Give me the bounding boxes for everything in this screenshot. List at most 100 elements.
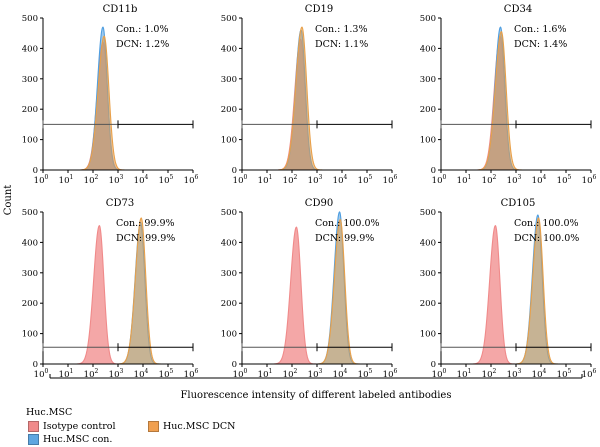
histogram-huc-msc-dcn-cd105 bbox=[516, 218, 562, 364]
histogram-huc-msc-dcn-cd73 bbox=[118, 218, 164, 364]
x-tick-label-cd73-5: 105 bbox=[159, 368, 174, 380]
histogram-isotype-control-cd73 bbox=[76, 225, 122, 364]
x-tick-label-cd105-6: 106 bbox=[582, 368, 597, 380]
x-tick-label-cd90-3: 103 bbox=[308, 368, 323, 380]
x-tick-label-cd34-1: 101 bbox=[457, 174, 472, 186]
legend-swatch-huc-msc-con bbox=[28, 434, 39, 445]
annotation-cd73-1: DCN: 99.9% bbox=[116, 233, 175, 244]
y-tick-label-cd34-400: 400 bbox=[420, 44, 436, 54]
x-tick-label-cd105-1: 101 bbox=[457, 368, 472, 380]
y-tick-label-cd11b-0: 0 bbox=[33, 166, 38, 176]
x-tick-label-cd73-4: 104 bbox=[134, 368, 149, 380]
x-tick-label-cd90-6: 106 bbox=[383, 368, 398, 380]
legend-swatch-isotype-control bbox=[28, 421, 39, 432]
histogram-isotype-control-cd90 bbox=[273, 227, 319, 364]
annotation-cd90-1: DCN: 99.9% bbox=[315, 233, 374, 244]
x-tick-label-cd73-3: 103 bbox=[109, 368, 124, 380]
y-tick-label-cd19-100: 100 bbox=[221, 136, 237, 146]
x-tick-label-cd90-1: 101 bbox=[258, 368, 273, 380]
y-tick-label-cd105-0: 0 bbox=[431, 360, 436, 370]
x-tick-label-cd34-0: 100 bbox=[432, 174, 447, 186]
y-tick-label-cd105-100: 100 bbox=[420, 330, 436, 340]
histogram-huc-msc-dcn-cd34 bbox=[477, 31, 525, 171]
x-tick-label-cd11b-3: 103 bbox=[109, 174, 124, 186]
x-tick-label-cd19-1: 101 bbox=[258, 174, 273, 186]
histogram-isotype-control-cd105 bbox=[472, 225, 518, 364]
y-tick-label-cd90-100: 100 bbox=[221, 330, 237, 340]
y-tick-label-cd105-500: 500 bbox=[420, 208, 436, 218]
x-tick-label-cd34-2: 102 bbox=[482, 174, 497, 186]
histogram-outline-isotype-control-cd105 bbox=[472, 224, 518, 365]
x-tick-label-cd19-0: 100 bbox=[233, 174, 248, 186]
x-tick-label-cd34-5: 105 bbox=[557, 174, 572, 186]
annotation-cd34-1: DCN: 1.4% bbox=[514, 39, 567, 50]
panel-title-cd90: CD90 bbox=[305, 198, 333, 209]
panel-title-cd34: CD34 bbox=[504, 4, 532, 15]
panel-title-cd19: CD19 bbox=[305, 4, 333, 15]
x-tick-label-cd34-6: 106 bbox=[582, 174, 597, 186]
legend-title: Huc.MSC bbox=[26, 407, 73, 418]
x-tick-label-cd105-4: 104 bbox=[532, 368, 547, 380]
y-tick-label-cd73-500: 500 bbox=[22, 208, 38, 218]
legend-item-huc-msc-con: Huc.MSC con. bbox=[28, 434, 112, 445]
y-tick-label-cd90-200: 200 bbox=[221, 299, 237, 309]
annotation-cd105-1: DCN: 100.0% bbox=[514, 233, 579, 244]
x-tick-label-cd34-3: 103 bbox=[507, 174, 522, 186]
histogram-huc-msc-dcn-cd19 bbox=[278, 27, 326, 171]
y-tick-label-cd11b-100: 100 bbox=[22, 136, 38, 146]
histogram-outline-huc-msc-dcn-cd90 bbox=[317, 218, 363, 365]
annotation-cd73-0: Con.: 99.9% bbox=[116, 218, 175, 229]
annotation-cd11b-1: DCN: 1.2% bbox=[116, 39, 169, 50]
y-tick-label-cd90-300: 300 bbox=[221, 269, 237, 279]
x-axis-label: Fluorescence intensity of different labe… bbox=[180, 390, 451, 401]
legend-item-huc-msc-dcn: Huc.MSC DCN bbox=[148, 421, 235, 432]
histogram-outline-huc-msc-dcn-cd34 bbox=[477, 30, 525, 171]
annotation-cd90-0: Con.: 100.0% bbox=[315, 218, 380, 229]
y-tick-label-cd105-200: 200 bbox=[420, 299, 436, 309]
annotation-cd19-0: Con.: 1.3% bbox=[315, 24, 367, 35]
y-tick-label-cd11b-400: 400 bbox=[22, 44, 38, 54]
x-tick-label-cd73-6: 106 bbox=[184, 368, 199, 380]
legend-swatch-huc-msc-dcn bbox=[148, 421, 159, 432]
y-tick-label-cd90-400: 400 bbox=[221, 238, 237, 248]
histogram-outline-isotype-control-cd73 bbox=[76, 224, 122, 365]
y-tick-label-cd19-0: 0 bbox=[232, 166, 237, 176]
x-tick-label-cd105-2: 102 bbox=[482, 368, 497, 380]
y-tick-label-cd34-0: 0 bbox=[431, 166, 436, 176]
y-tick-label-cd73-300: 300 bbox=[22, 269, 38, 279]
y-tick-label-cd105-300: 300 bbox=[420, 269, 436, 279]
histogram-outline-huc-msc-dcn-cd105 bbox=[516, 217, 562, 365]
annotation-cd11b-0: Con.: 1.0% bbox=[116, 24, 168, 35]
y-tick-label-cd19-200: 200 bbox=[221, 105, 237, 115]
x-tick-label-cd73-0: 100 bbox=[34, 368, 49, 380]
x-tick-label-cd90-0: 100 bbox=[233, 368, 248, 380]
y-tick-label-cd73-200: 200 bbox=[22, 299, 38, 309]
x-tick-label-cd19-5: 105 bbox=[358, 174, 373, 186]
x-tick-label-cd19-2: 102 bbox=[283, 174, 298, 186]
legend-item-isotype-control: Isotype control bbox=[28, 421, 116, 432]
annotation-cd34-0: Con.: 1.6% bbox=[514, 24, 566, 35]
x-tick-label-cd90-2: 102 bbox=[283, 368, 298, 380]
legend-label-huc-msc-dcn: Huc.MSC DCN bbox=[163, 421, 236, 432]
panel-title-cd73: CD73 bbox=[106, 198, 134, 209]
x-tick-label-cd73-2: 102 bbox=[84, 368, 99, 380]
y-tick-label-cd34-100: 100 bbox=[420, 136, 436, 146]
y-tick-label-cd90-0: 0 bbox=[232, 360, 237, 370]
x-tick-label-cd105-5: 105 bbox=[557, 368, 572, 380]
x-tick-label-cd11b-2: 102 bbox=[84, 174, 99, 186]
y-tick-label-cd34-200: 200 bbox=[420, 105, 436, 115]
panel-title-cd11b: CD11b bbox=[103, 4, 138, 15]
histogram-outline-huc-msc-dcn-cd11b bbox=[80, 35, 128, 171]
x-tick-label-cd105-3: 103 bbox=[507, 368, 522, 380]
x-tick-label-cd11b-0: 100 bbox=[34, 174, 49, 186]
x-tick-label-cd90-5: 105 bbox=[358, 368, 373, 380]
y-tick-label-cd73-400: 400 bbox=[22, 238, 38, 248]
y-tick-label-cd34-500: 500 bbox=[420, 14, 436, 24]
